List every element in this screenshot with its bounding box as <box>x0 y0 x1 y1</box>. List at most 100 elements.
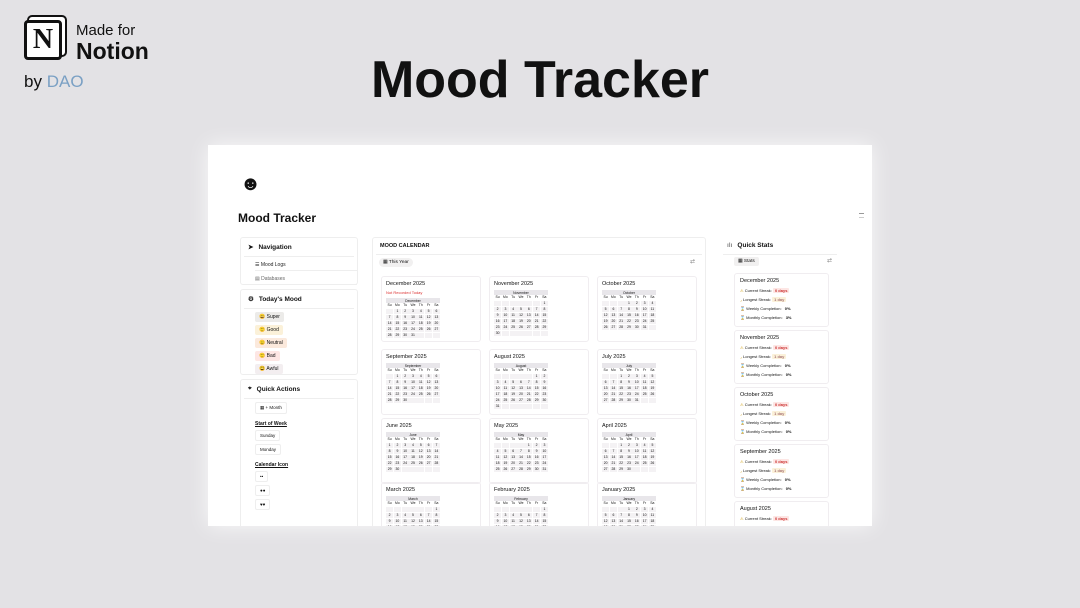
month-calendar-card[interactable]: September 2025 September Su Mo Tu We Th Fr Sa 1 2 3… <box>381 349 481 415</box>
day-cell[interactable]: 29 <box>525 466 533 473</box>
day-cell[interactable]: 16 <box>625 454 633 461</box>
filter-icon[interactable]: ⇄ <box>826 258 832 264</box>
day-cell[interactable]: 15 <box>525 454 533 461</box>
day-cell[interactable]: 8 <box>540 306 548 313</box>
day-cell[interactable]: 2 <box>625 442 633 449</box>
day-cell[interactable]: 25 <box>417 391 425 398</box>
day-cell[interactable]: 13 <box>424 448 433 455</box>
day-cell[interactable]: 18 <box>501 391 509 398</box>
day-cell[interactable]: 18 <box>417 385 425 392</box>
day-cell[interactable]: 2 <box>401 308 409 315</box>
day-cell[interactable]: 27 <box>432 326 440 333</box>
day-cell[interactable]: 19 <box>417 454 425 461</box>
day-cell[interactable]: 17 <box>633 454 641 461</box>
day-cell[interactable]: 21 <box>609 460 617 467</box>
day-cell[interactable]: 30 <box>401 332 409 339</box>
day-cell[interactable]: 10 <box>501 312 509 319</box>
day-cell[interactable]: 2 <box>494 512 502 519</box>
day-cell[interactable]: 25 <box>417 326 425 333</box>
day-cell[interactable]: 12 <box>509 385 517 392</box>
day-cell[interactable]: 10 <box>393 518 401 525</box>
day-cell[interactable]: 1 <box>540 300 548 307</box>
day-cell[interactable]: 4 <box>417 308 425 315</box>
day-cell[interactable]: 27 <box>602 397 610 404</box>
day-cell[interactable]: 9 <box>401 314 409 321</box>
day-cell[interactable]: 21 <box>609 391 617 398</box>
day-cell[interactable]: 22 <box>525 460 533 467</box>
day-cell[interactable]: 19 <box>602 318 610 325</box>
day-cell[interactable]: 13 <box>525 518 533 525</box>
day-cell[interactable]: 6 <box>525 306 533 313</box>
day-cell[interactable]: 13 <box>609 518 617 525</box>
day-cell[interactable]: 13 <box>509 454 517 461</box>
day-cell[interactable]: 3 <box>409 373 417 380</box>
day-cell[interactable]: 15 <box>432 518 440 525</box>
day-cell[interactable]: 23 <box>625 460 633 467</box>
day-cell[interactable]: 2 <box>633 300 641 307</box>
day-cell[interactable]: 22 <box>540 318 548 325</box>
day-cell[interactable]: 4 <box>509 306 517 313</box>
month-calendar-card[interactable]: November 2025 November Su Mo Tu We Th Fr Sa 1 2 3 4 5… <box>489 276 589 342</box>
day-cell[interactable]: 14 <box>532 518 541 525</box>
day-cell[interactable]: 28 <box>617 324 625 331</box>
day-cell[interactable]: 10 <box>494 385 502 392</box>
day-cell[interactable]: 13 <box>432 379 440 386</box>
day-cell[interactable]: 27 <box>432 391 440 398</box>
day-cell[interactable]: 12 <box>501 454 509 461</box>
day-cell[interactable]: 5 <box>648 373 656 380</box>
day-cell[interactable]: 1 <box>540 506 548 513</box>
day-cell[interactable]: 11 <box>417 314 425 321</box>
day-cell[interactable]: 28 <box>525 397 533 404</box>
day-cell[interactable]: 26 <box>648 460 656 467</box>
day-cell[interactable]: 27 <box>602 466 610 473</box>
day-cell[interactable]: 18 <box>409 454 417 461</box>
day-cell[interactable]: 16 <box>401 385 409 392</box>
day-cell[interactable]: 1 <box>617 373 625 380</box>
day-cell[interactable]: 28 <box>609 466 617 473</box>
day-cell[interactable]: 8 <box>617 448 625 455</box>
filter-icon[interactable]: ⇄ <box>689 259 695 265</box>
day-cell[interactable]: 2 <box>393 442 401 449</box>
day-cell[interactable]: 11 <box>640 448 649 455</box>
day-cell[interactable]: 18 <box>640 454 649 461</box>
day-cell[interactable]: 5 <box>409 512 417 519</box>
day-cell[interactable]: 16 <box>494 318 502 325</box>
day-cell[interactable]: 26 <box>417 460 425 467</box>
day-cell[interactable]: 18 <box>417 320 425 327</box>
day-cell[interactable]: 26 <box>602 324 610 331</box>
day-cell[interactable]: 10 <box>409 379 417 386</box>
day-cell[interactable]: 10 <box>401 448 409 455</box>
day-cell[interactable]: 25 <box>640 391 649 398</box>
day-cell[interactable]: 21 <box>525 391 533 398</box>
day-cell[interactable]: 7 <box>517 448 525 455</box>
day-cell[interactable]: 13 <box>417 518 425 525</box>
monday-button[interactable]: Monday <box>255 444 282 455</box>
day-cell[interactable]: 24 <box>501 324 509 331</box>
day-cell[interactable]: 11 <box>494 454 502 461</box>
day-cell[interactable]: 13 <box>602 454 610 461</box>
day-cell[interactable]: 26 <box>517 324 525 331</box>
day-cell[interactable]: 26 <box>648 391 656 398</box>
day-cell[interactable]: 31 <box>640 324 649 331</box>
day-cell[interactable]: 1 <box>393 308 401 315</box>
day-cell[interactable]: 19 <box>409 524 417 526</box>
day-cell[interactable]: 22 <box>432 524 440 526</box>
day-cell[interactable]: 11 <box>509 518 517 525</box>
day-cell[interactable]: 24 <box>494 397 502 404</box>
day-cell[interactable]: 12 <box>409 518 417 525</box>
day-cell[interactable]: 3 <box>393 512 401 519</box>
day-cell[interactable]: 5 <box>509 379 517 386</box>
day-cell[interactable]: 20 <box>609 318 617 325</box>
day-cell[interactable]: 10 <box>540 448 548 455</box>
day-cell[interactable]: 9 <box>494 312 502 319</box>
day-cell[interactable]: 30 <box>401 397 409 404</box>
month-calendar-card[interactable]: August 2025 August Su Mo Tu We Th Fr Sa 1 2 3 4 5 6 7 8 9… <box>489 349 589 415</box>
day-cell[interactable]: 9 <box>532 448 541 455</box>
day-cell[interactable]: 6 <box>602 379 610 386</box>
day-cell[interactable]: 4 <box>640 442 649 449</box>
day-cell[interactable]: 6 <box>609 512 617 519</box>
day-cell[interactable]: 21 <box>517 460 525 467</box>
day-cell[interactable]: 7 <box>617 306 625 313</box>
day-cell[interactable]: 24 <box>540 460 548 467</box>
day-cell[interactable]: 31 <box>540 466 548 473</box>
